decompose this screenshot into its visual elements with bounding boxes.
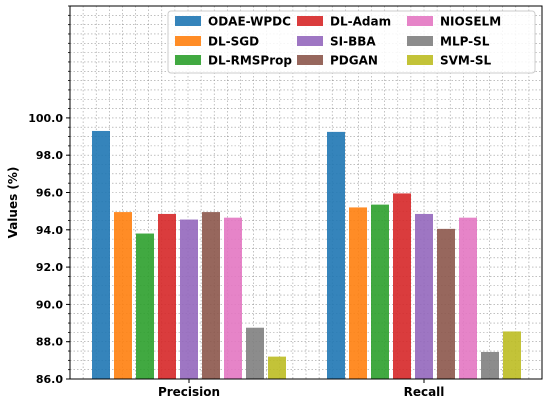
bar-odae-wpdc-recall (327, 131, 345, 379)
legend-swatch (407, 36, 433, 46)
legend-label: ODAE-WPDC (208, 15, 291, 29)
bar-dl-adam-recall (393, 193, 411, 379)
y-tick-label: 98.0 (36, 149, 63, 162)
y-tick-label: 100.0 (28, 112, 63, 125)
bar-mlp-sl-recall (481, 351, 499, 379)
y-tick-label: 90.0 (36, 298, 63, 311)
y-tick-label: 88.0 (36, 336, 63, 349)
bar-si-bba-recall (415, 213, 433, 379)
bar-dl-rmsprop-precision (136, 233, 154, 379)
legend-label: SVM-SL (440, 54, 491, 68)
bar-pdgan-recall (437, 228, 455, 379)
bar-nioselm-precision (224, 217, 242, 379)
legend-swatch (175, 55, 201, 65)
legend-label: SI-BBA (330, 35, 376, 49)
y-tick-label: 96.0 (36, 187, 63, 200)
bar-dl-rmsprop-recall (371, 204, 389, 379)
y-tick-label: 94.0 (36, 224, 63, 237)
legend-swatch (175, 16, 201, 26)
legend-swatch (175, 36, 201, 46)
y-tick-label: 92.0 (36, 261, 63, 274)
bar-odae-wpdc-precision (92, 130, 110, 379)
axes: 86.0 88.0 90.0 92.0 94.0 96.0 98.0 100.0 Precisi… (28, 5, 445, 399)
legend-label: DL-SGD (208, 35, 259, 49)
bar-dl-sgd-precision (114, 212, 132, 379)
bar-svm-sl-recall (503, 331, 521, 379)
bar-mlp-sl-precision (246, 327, 264, 379)
legend-label: DL-Adam (330, 15, 391, 29)
bar-dl-sgd-recall (349, 207, 367, 379)
x-tick-label: Precision (158, 385, 220, 399)
legend-label: NIOSELM (440, 15, 501, 29)
legend-label: MLP-SL (440, 35, 490, 49)
legend-swatch (407, 16, 433, 26)
legend-swatch (297, 36, 323, 46)
bar-dl-adam-precision (158, 213, 176, 379)
bar-svm-sl-precision (268, 356, 286, 379)
y-axis-label: Values (%) (6, 167, 20, 239)
legend-label: DL-RMSProp (208, 54, 292, 68)
legend-swatch (297, 55, 323, 65)
legend-swatch (407, 55, 433, 65)
legend-swatch (297, 16, 323, 26)
y-tick-label: 86.0 (36, 373, 63, 386)
x-tick-label: Recall (404, 385, 445, 399)
legend: ODAE-WPDC DL-SGD DL-RMSProp DL-Adam SI-BBA PD… (167, 10, 536, 74)
bar-si-bba-precision (180, 219, 198, 379)
bar-nioselm-recall (459, 217, 477, 379)
bar-pdgan-precision (202, 212, 220, 379)
bars (92, 130, 521, 379)
legend-box (167, 10, 536, 74)
legend-label: PDGAN (330, 54, 378, 68)
